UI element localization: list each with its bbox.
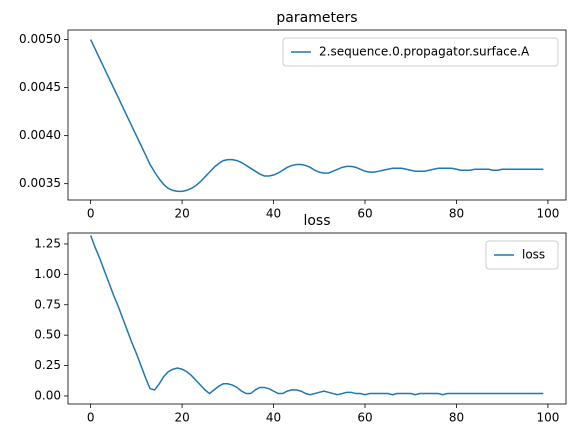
y-tick-label: 0.00 — [34, 388, 61, 402]
x-tick-label: 40 — [266, 207, 281, 221]
y-tick-label: 0.25 — [34, 358, 61, 372]
y-tick-label: 1.25 — [34, 236, 61, 250]
y-tick-label: 0.75 — [34, 297, 61, 311]
x-tick-label: 100 — [536, 207, 559, 221]
legend-box — [485, 240, 559, 270]
legend: loss — [485, 240, 559, 270]
y-tick-label: 1.00 — [34, 267, 61, 281]
x-tick-label: 0 — [87, 411, 95, 425]
y-tick-label: 0.0045 — [19, 80, 61, 94]
line-series — [89, 39, 544, 193]
axes-frame — [67, 29, 567, 201]
x-tick-label: 40 — [266, 411, 281, 425]
legend: 2.sequence.0.propagator.surface.A — [282, 37, 559, 67]
x-tick-label: 60 — [357, 207, 372, 221]
line-series — [89, 235, 544, 396]
legend-box — [282, 37, 559, 67]
x-tick-label: 20 — [174, 207, 189, 221]
x-tick-label: 80 — [449, 207, 464, 221]
legend-label: loss — [522, 248, 545, 262]
x-tick-label: 100 — [536, 411, 559, 425]
chart-title: loss — [303, 213, 330, 229]
y-tick-label: 0.0050 — [19, 32, 61, 46]
x-tick-label: 20 — [174, 411, 189, 425]
y-tick-label: 0.0035 — [19, 176, 61, 190]
axes-frame — [67, 232, 567, 405]
y-tick-label: 0.0040 — [19, 128, 61, 142]
x-tick-label: 80 — [449, 411, 464, 425]
y-tick-label: 0.50 — [34, 328, 61, 342]
x-tick-label: 0 — [87, 207, 95, 221]
legend-label: 2.sequence.0.propagator.surface.A — [319, 45, 530, 59]
x-tick-label: 60 — [357, 411, 372, 425]
chart-title: parameters — [276, 10, 357, 26]
